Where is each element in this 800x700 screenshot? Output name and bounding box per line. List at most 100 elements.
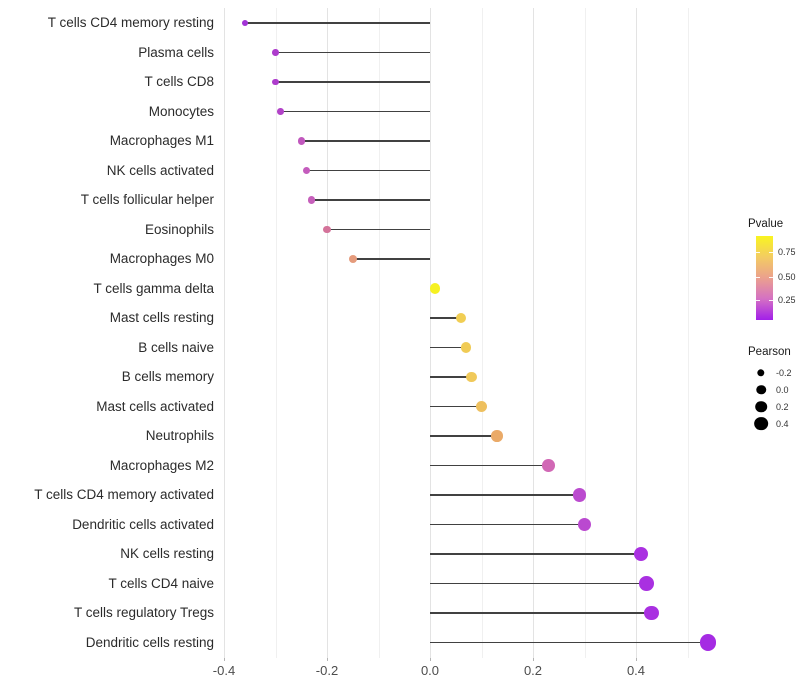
gridline-major [327, 8, 328, 658]
x-axis-tick [224, 658, 225, 661]
colorbar-tick [769, 276, 773, 278]
lollipop-stem [244, 22, 430, 24]
lollipop-stem [352, 258, 430, 260]
y-axis-label: Macrophages M2 [109, 457, 214, 473]
gridline-major [430, 8, 431, 658]
data-point-dot [297, 137, 305, 145]
data-point-dot [699, 634, 717, 651]
lollipop-stem [430, 317, 461, 319]
lollipop-stem [280, 110, 430, 113]
y-axis-label: Mast cells resting [109, 310, 214, 325]
y-axis-label: T cells CD4 memory activated [34, 487, 214, 502]
lollipop-stem [275, 51, 430, 54]
data-point-dot [643, 605, 659, 621]
pvalue-colorbar: 0.75 0.50 0.25 [756, 236, 796, 320]
pvalue-legend: Pvalue 0.75 0.50 0.25 [748, 218, 800, 320]
pearson-legend-item: 0.0 [748, 381, 800, 398]
gridline-minor [481, 8, 483, 658]
lollipop-stem [301, 140, 430, 142]
lollipop-stem [327, 228, 430, 231]
gridline-minor [275, 8, 277, 658]
pearson-legend-dot [755, 400, 767, 413]
lollipop-stem [430, 641, 709, 644]
data-point-dot [542, 459, 555, 472]
y-axis-label: Eosinophils [144, 221, 214, 237]
data-point-dot [491, 430, 503, 442]
lollipop-stem [430, 612, 652, 614]
colorbar-tick [769, 300, 773, 301]
x-axis-tick-label: 0.0 [420, 663, 440, 678]
colorbar-tick-label: 0.25 [778, 295, 796, 305]
gridline-minor [378, 8, 380, 658]
y-axis-label: T cells CD4 naive [108, 575, 214, 591]
colorbar-tick [756, 300, 760, 301]
pearson-legend-dot [754, 416, 768, 431]
data-point-dot [465, 371, 477, 383]
y-axis-label: Macrophages M1 [109, 133, 214, 148]
lollipop-stem [430, 494, 580, 496]
gridline-minor [584, 8, 586, 658]
data-point-dot [633, 546, 649, 562]
data-point-dot [430, 283, 441, 294]
x-axis-tick-label: -0.2 [315, 663, 339, 678]
lollipop-stem [306, 169, 430, 172]
pearson-legend-item: 0.2 [748, 398, 800, 415]
pearson-legend-item: -0.2 [748, 364, 800, 381]
lollipop-stem [311, 199, 430, 201]
y-axis-label: B cells memory [121, 369, 214, 384]
pearson-legend: Pearson -0.2 0.0 0.2 0.4 [748, 346, 800, 432]
data-point-dot [455, 312, 467, 324]
data-point-dot [307, 196, 316, 204]
y-axis-label: T cells follicular helper [80, 192, 214, 207]
lollipop-stem [430, 523, 585, 526]
y-axis-label: T cells gamma delta [93, 280, 214, 296]
gridline-major [224, 8, 225, 658]
lollipop-stem [430, 346, 467, 349]
pvalue-legend-title: Pvalue [748, 218, 784, 230]
x-axis-tick [327, 658, 328, 661]
y-axis-label: Neutrophils [145, 428, 214, 443]
lollipop-stem [430, 582, 647, 585]
pearson-legend-label: -0.2 [776, 367, 792, 378]
x-axis-tick-label: 0.4 [626, 663, 646, 678]
data-point-dot [302, 166, 310, 175]
pearson-legend-label: 0.0 [776, 384, 789, 395]
y-axis-label: NK cells resting [120, 546, 214, 561]
pearson-legend-label: 0.4 [776, 418, 789, 429]
colorbar-tick [769, 251, 773, 253]
y-axis-label: B cells naive [138, 339, 214, 355]
pearson-legend-dot [756, 384, 766, 395]
y-axis-label: NK cells activated [106, 162, 214, 178]
plot-panel [218, 8, 717, 658]
y-axis-label: Macrophages M0 [109, 251, 214, 266]
lollipop-stem [430, 464, 549, 467]
data-point-dot [241, 20, 248, 26]
data-point-dot [475, 400, 488, 413]
pvalue-gradient-bar [756, 236, 773, 320]
colorbar-tick [756, 251, 760, 253]
colorbar-tick [756, 276, 760, 278]
gridline-minor [687, 8, 689, 658]
colorbar-tick-label: 0.75 [778, 246, 796, 257]
y-axis-label: Plasma cells [138, 44, 214, 60]
data-point-dot [572, 488, 586, 502]
data-point-dot [577, 517, 592, 532]
gridline-major [636, 8, 637, 658]
pearson-legend-label: 0.2 [776, 401, 789, 412]
x-axis-tick [636, 658, 637, 661]
lollipop-stem [430, 405, 482, 408]
lollipop-stem [275, 81, 430, 83]
gridline-major [533, 8, 534, 658]
data-point-dot [272, 49, 279, 56]
data-point-dot [277, 108, 284, 115]
x-axis-tick [430, 658, 431, 661]
y-axis-label: Dendritic cells activated [72, 516, 214, 532]
y-axis-label: T cells CD4 memory resting [47, 15, 214, 30]
data-point-dot [348, 254, 357, 264]
pearson-legend-dot [757, 368, 765, 377]
x-axis-tick [533, 658, 534, 661]
pearson-legend-item: 0.4 [748, 415, 800, 432]
y-axis-label: T cells CD8 [144, 74, 214, 89]
data-point-dot [272, 78, 279, 86]
